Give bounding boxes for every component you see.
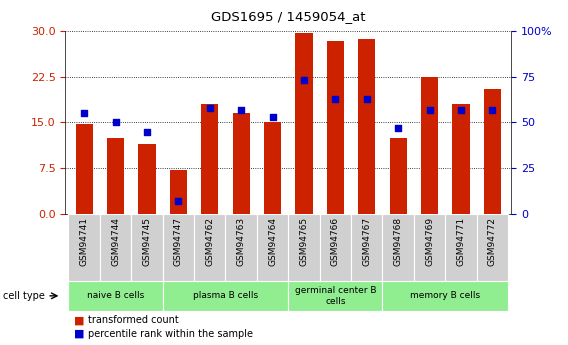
Bar [414, 214, 445, 281]
Text: GSM94741: GSM94741 [80, 217, 89, 266]
Text: GDS1695 / 1459054_at: GDS1695 / 1459054_at [211, 10, 366, 23]
Text: GSM94744: GSM94744 [111, 217, 120, 266]
Point [237, 107, 246, 112]
Point [143, 129, 152, 135]
Bar [162, 214, 194, 281]
Text: percentile rank within the sample: percentile rank within the sample [88, 329, 253, 338]
Bar [225, 214, 257, 281]
Bar [390, 138, 407, 214]
Bar [69, 214, 100, 281]
Text: GSM94769: GSM94769 [425, 217, 434, 266]
Text: GSM94762: GSM94762 [205, 217, 214, 266]
Bar [201, 104, 218, 214]
Point [80, 110, 89, 116]
Bar [107, 138, 124, 214]
Point [425, 107, 434, 112]
Text: memory B cells: memory B cells [410, 291, 481, 300]
Bar [382, 214, 414, 281]
Text: GSM94745: GSM94745 [143, 217, 152, 266]
Point [268, 114, 277, 120]
Bar [484, 89, 501, 214]
Bar [327, 41, 344, 214]
Bar [289, 214, 320, 281]
Bar [477, 214, 508, 281]
Point [299, 78, 308, 83]
Text: GSM94763: GSM94763 [237, 217, 246, 266]
Bar [232, 113, 250, 214]
Bar [194, 214, 225, 281]
Bar [295, 33, 312, 214]
Bar [69, 281, 162, 310]
Point [394, 125, 403, 131]
Text: GSM94767: GSM94767 [362, 217, 371, 266]
Bar [162, 281, 289, 310]
Text: GSM94768: GSM94768 [394, 217, 403, 266]
Bar [320, 214, 351, 281]
Bar [264, 122, 281, 214]
Point [205, 105, 214, 111]
Point [457, 107, 466, 112]
Text: GSM94766: GSM94766 [331, 217, 340, 266]
Bar [445, 214, 477, 281]
Bar [76, 124, 93, 214]
Bar [289, 281, 382, 310]
Bar [131, 214, 162, 281]
Point [488, 107, 497, 112]
Text: ■: ■ [74, 329, 84, 338]
Text: GSM94765: GSM94765 [299, 217, 308, 266]
Text: ■: ■ [74, 315, 84, 325]
Bar [351, 214, 382, 281]
Text: GSM94772: GSM94772 [488, 217, 497, 266]
Bar [382, 281, 508, 310]
Text: plasma B cells: plasma B cells [193, 291, 258, 300]
Point [331, 96, 340, 101]
Text: GSM94771: GSM94771 [457, 217, 465, 266]
Text: germinal center B
cells: germinal center B cells [295, 286, 376, 306]
Point [362, 96, 371, 101]
Point [111, 120, 120, 125]
Text: naive B cells: naive B cells [87, 291, 144, 300]
Bar [170, 170, 187, 214]
Text: GSM94747: GSM94747 [174, 217, 183, 266]
Bar [139, 144, 156, 214]
Text: cell type: cell type [3, 291, 45, 301]
Bar [421, 77, 438, 214]
Bar [452, 104, 470, 214]
Bar [100, 214, 131, 281]
Point [174, 198, 183, 204]
Bar [358, 39, 375, 214]
Bar [257, 214, 288, 281]
Text: transformed count: transformed count [88, 315, 179, 325]
Text: GSM94764: GSM94764 [268, 217, 277, 266]
